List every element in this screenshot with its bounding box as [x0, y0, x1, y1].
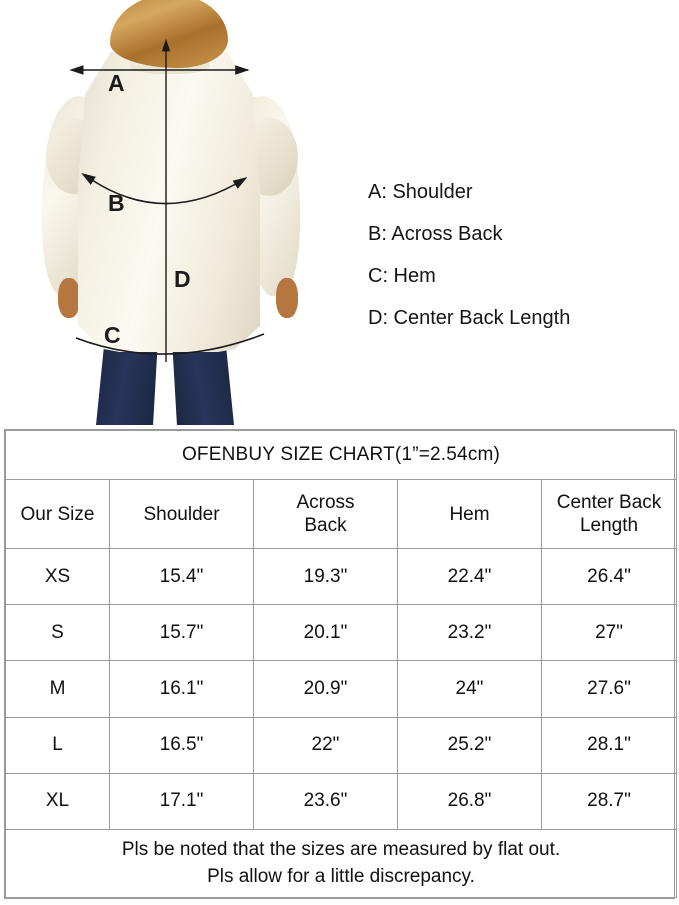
size-chart-title: OFENBUY SIZE CHART(1”=2.54cm) [4, 429, 678, 481]
note-line-1: Pls be noted that the sizes are measured… [121, 838, 561, 860]
cell-shoulder: 17.1" [109, 772, 254, 830]
legend-item-across-back: B: Across Back [368, 223, 503, 245]
cell-shoulder: 16.5" [109, 716, 254, 774]
cell-hem: 25.2" [397, 716, 542, 774]
legend-item-hem: C: Hem [368, 265, 436, 287]
cell-hem: 26.8" [397, 772, 542, 830]
measurement-legend: A: Shoulder B: Across Back C: Hem D: Cen… [368, 182, 668, 328]
jacket-body [78, 52, 260, 352]
right-hand [276, 278, 298, 318]
marker-label-d: D [174, 266, 191, 292]
header-center-back-length-line1: Center Back [556, 491, 662, 513]
marker-label-c: C [104, 322, 121, 348]
header-across-back-line1: Across [296, 491, 355, 513]
marker-label-b: B [108, 190, 125, 216]
cell-shoulder: 15.4" [109, 548, 254, 606]
product-photo: A B C D A: Shoulder B: Across Back C: He… [0, 0, 679, 425]
table-row: XS 15.4" 19.3" 22.4" 26.4" [5, 548, 678, 606]
cell-size: L [5, 716, 110, 774]
legend-item-shoulder: A: Shoulder [368, 181, 473, 203]
cell-across-back: 22" [253, 716, 398, 774]
marker-label-a: A [108, 70, 125, 96]
cell-across-back: 23.6" [253, 772, 398, 830]
header-center-back-length-line2: Length [579, 515, 639, 537]
size-chart-table: OFENBUY SIZE CHART(1”=2.54cm) Our Size S… [4, 429, 678, 899]
cell-size: S [5, 604, 110, 662]
across-back-curve [81, 173, 248, 205]
cell-shoulder: 15.7" [109, 604, 254, 662]
hem-curve [75, 333, 265, 355]
header-hem: Hem [397, 479, 542, 550]
cell-hem: 24" [397, 660, 542, 718]
header-our-size: Our Size [5, 479, 110, 550]
header-across-back-line2: Back [304, 515, 347, 537]
table-note-row: Pls be noted that the sizes are measured… [4, 828, 678, 899]
table-row: M 16.1" 20.9" 24" 27.6" [5, 660, 678, 718]
header-across-back: Across Back [253, 479, 398, 550]
cell-center-back-length: 27.6" [540, 660, 678, 718]
cell-across-back: 19.3" [253, 548, 398, 606]
cell-shoulder: 16.1" [109, 660, 254, 718]
cell-hem: 22.4" [397, 548, 542, 606]
model-hair [110, 0, 228, 68]
cell-center-back-length: 26.4" [540, 548, 678, 606]
size-chart-note: Pls be noted that the sizes are measured… [4, 828, 678, 899]
cell-size: XS [5, 548, 110, 606]
table-row: XL 17.1" 23.6" 26.8" 28.7" [5, 772, 678, 830]
model-illustration [0, 0, 360, 425]
cell-hem: 23.2" [397, 604, 542, 662]
legend-item-center-back-length: D: Center Back Length [368, 307, 571, 329]
cell-across-back: 20.9" [253, 660, 398, 718]
cell-center-back-length: 27" [540, 604, 678, 662]
cell-center-back-length: 28.1" [540, 716, 678, 774]
header-center-back-length: Center Back Length [540, 479, 678, 550]
size-chart-table-container: OFENBUY SIZE CHART(1”=2.54cm) Our Size S… [4, 429, 678, 899]
measurement-overlay [69, 38, 265, 362]
table-row: S 15.7" 20.1" 23.2" 27" [5, 604, 678, 662]
table-header-row: Our Size Shoulder Across Back Hem Center… [5, 479, 678, 550]
note-line-2: Pls allow for a little discrepancy. [207, 866, 475, 888]
left-hand [58, 278, 80, 318]
table-row: L 16.5" 22" 25.2" 28.1" [5, 716, 678, 774]
header-shoulder: Shoulder [109, 479, 254, 550]
cell-size: XL [5, 772, 110, 830]
table-title-row: OFENBUY SIZE CHART(1”=2.54cm) [4, 429, 678, 481]
cell-size: M [5, 660, 110, 718]
cell-center-back-length: 28.7" [540, 772, 678, 830]
cell-across-back: 20.1" [253, 604, 398, 662]
